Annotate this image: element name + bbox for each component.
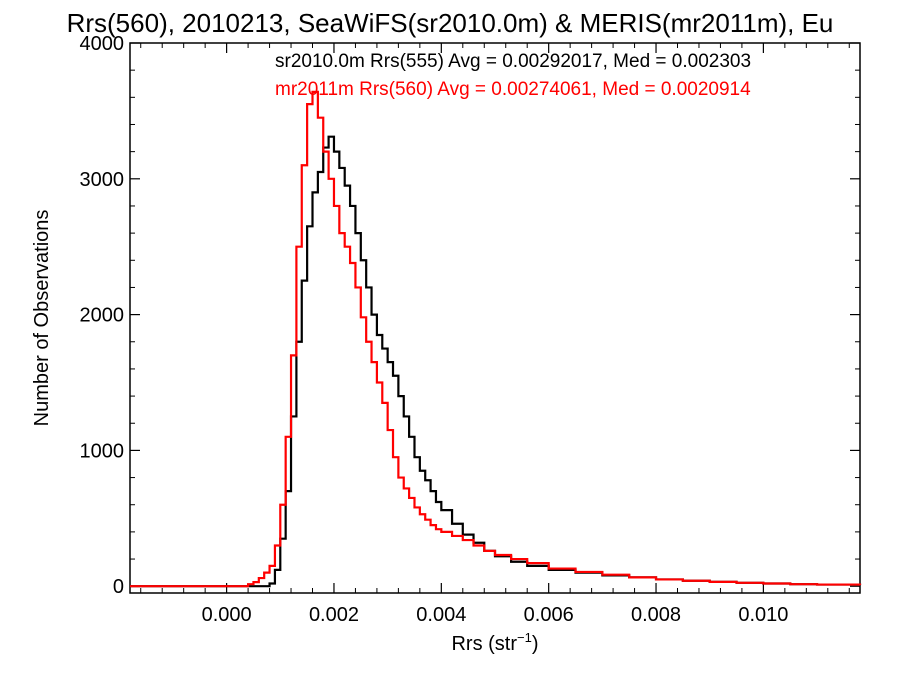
y-tick-label: 2000 [80,305,125,327]
x-tick-label: 0.006 [524,604,574,626]
x-tick-label: 0.000 [202,604,252,626]
x-axis-ticks: 0.000 0.002 0.004 0.006 0.008 0.010 [140,43,850,626]
x-tick-label: 0.008 [631,604,681,626]
y-tick-label: 3000 [80,169,125,191]
series-layer [130,90,862,588]
x-axis-label-superscript: −1 [517,630,532,645]
y-axis-ticks: 0 1000 2000 3000 4000 [80,33,860,598]
y-axis-label: Number of Observations [31,210,53,427]
annotation-black: sr2010.0m Rrs(555) Avg = 0.00292017, Med… [275,51,751,72]
plot-frame [129,42,861,594]
y-tick-label: 0 [113,576,124,598]
x-tick-label: 0.010 [738,604,788,626]
x-tick-label: 0.004 [416,604,466,626]
chart-title: Rrs(560), 2010213, SeaWiFS(sr2010.0m) & … [67,8,834,38]
series-line-black [130,135,862,588]
annotation-red: mr2011m Rrs(560) Avg = 0.00274061, Med =… [275,79,751,100]
x-tick-label: 0.002 [309,604,359,626]
y-tick-label: 1000 [80,440,125,462]
series-line-red [130,90,862,588]
y-tick-label: 4000 [80,33,125,55]
x-axis-label: Rrs (str−1) [451,630,538,655]
